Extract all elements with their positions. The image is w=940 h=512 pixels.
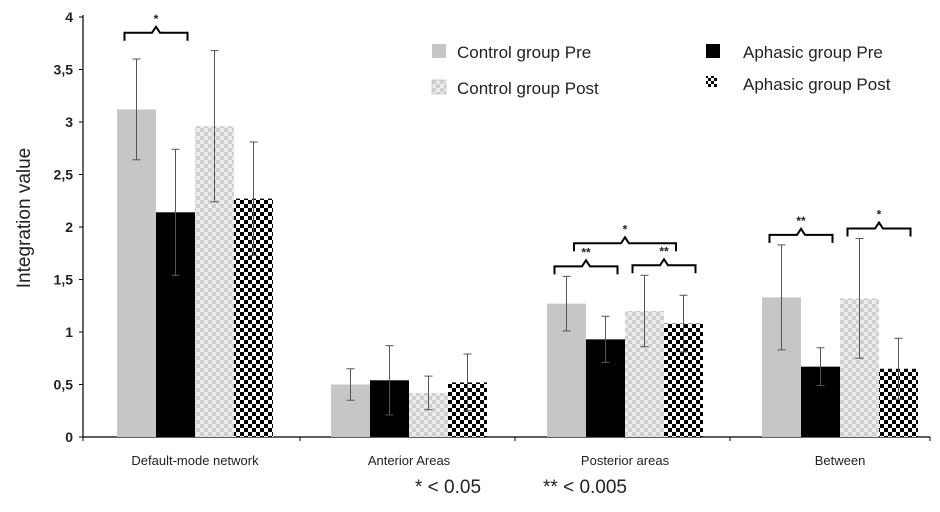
- legend-label: Aphasic group Post: [743, 75, 891, 94]
- x-category-label: Anterior Areas: [368, 453, 451, 468]
- axes: 0 0,5 1 1,5 2 2,5 3 3,5 4 Default-mode network Ant…: [54, 9, 931, 468]
- significance-label: **: [581, 245, 591, 259]
- footnote-significance-2: ** < 0.005: [543, 477, 627, 498]
- legend: Control group Pre Aphasic group Pre Contro…: [431, 43, 891, 98]
- significance-bracket: [553, 258, 619, 275]
- legend-swatch: [431, 79, 447, 95]
- y-tick-label: 1,5: [54, 272, 74, 288]
- significance-label: *: [623, 222, 628, 236]
- significance-label: **: [796, 214, 806, 228]
- y-tick-label: 2,5: [54, 167, 74, 183]
- legend-swatch: [706, 76, 717, 87]
- x-category-label: Default-mode network: [131, 453, 259, 468]
- significance-bracket: [573, 235, 677, 252]
- y-tick-label: 3: [65, 114, 73, 130]
- legend-label: Control group Post: [457, 79, 599, 98]
- significance-brackets: *** ***** *: [123, 12, 912, 275]
- legend-label: Aphasic group Pre: [743, 43, 883, 62]
- significance-bracket: [768, 227, 834, 243]
- y-tick-label: 3,5: [54, 62, 74, 78]
- significance-label: *: [154, 12, 159, 26]
- significance-bracket: [631, 257, 697, 274]
- x-category-label: Between: [815, 453, 866, 468]
- footnote-significance-1: * < 0.05: [415, 477, 481, 498]
- y-axis-label: Integration value: [14, 148, 35, 289]
- significance-bracket: [846, 220, 912, 237]
- legend-label: Control group Pre: [457, 43, 591, 62]
- bar: [117, 109, 156, 438]
- bars: [117, 50, 918, 438]
- legend-swatch: [432, 44, 446, 58]
- y-tick-label: 1: [65, 324, 73, 340]
- significance-bracket: [123, 24, 189, 41]
- legend-swatch: [706, 44, 720, 58]
- y-tick-label: 0: [65, 429, 73, 445]
- significance-label: *: [877, 208, 882, 222]
- y-tick-label: 4: [65, 9, 73, 25]
- significance-label: **: [659, 244, 669, 258]
- y-tick-label: 2: [65, 219, 73, 235]
- x-category-label: Posterior areas: [581, 453, 670, 468]
- y-tick-label: 0,5: [54, 377, 74, 393]
